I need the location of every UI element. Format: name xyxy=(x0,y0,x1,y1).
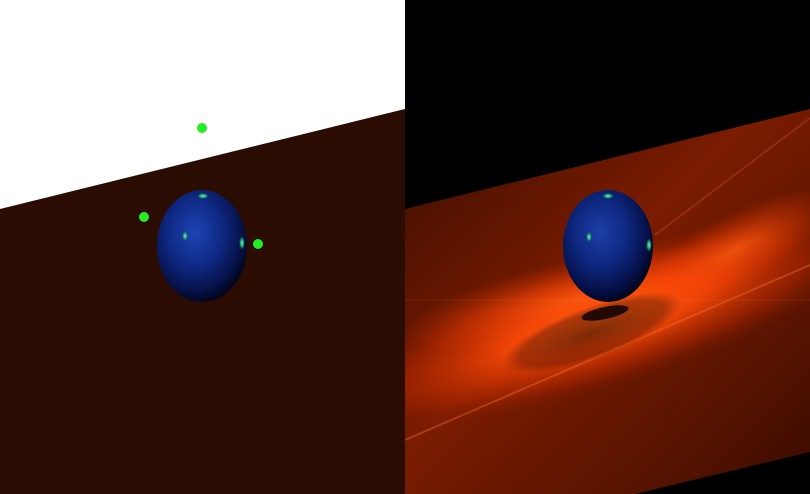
sphere-shadow-soft xyxy=(502,292,682,374)
light-marker xyxy=(253,239,263,249)
light-marker xyxy=(197,123,207,133)
right-sphere-highlight xyxy=(586,232,592,242)
left-sphere-highlight xyxy=(239,236,245,250)
left-render-panel xyxy=(0,0,405,494)
right-render-canvas xyxy=(405,0,810,494)
right-ground-plane xyxy=(405,109,810,494)
right-sphere xyxy=(563,190,653,302)
light-marker xyxy=(139,212,149,222)
left-sphere xyxy=(157,190,247,302)
right-render-panel xyxy=(405,0,810,494)
left-sphere-highlight xyxy=(182,231,188,241)
right-sphere-highlight xyxy=(602,193,614,199)
right-sphere-highlight xyxy=(646,238,652,252)
left-render-canvas xyxy=(0,0,405,494)
sphere-shadow-contact xyxy=(581,305,629,321)
left-sphere-highlight xyxy=(197,193,209,199)
